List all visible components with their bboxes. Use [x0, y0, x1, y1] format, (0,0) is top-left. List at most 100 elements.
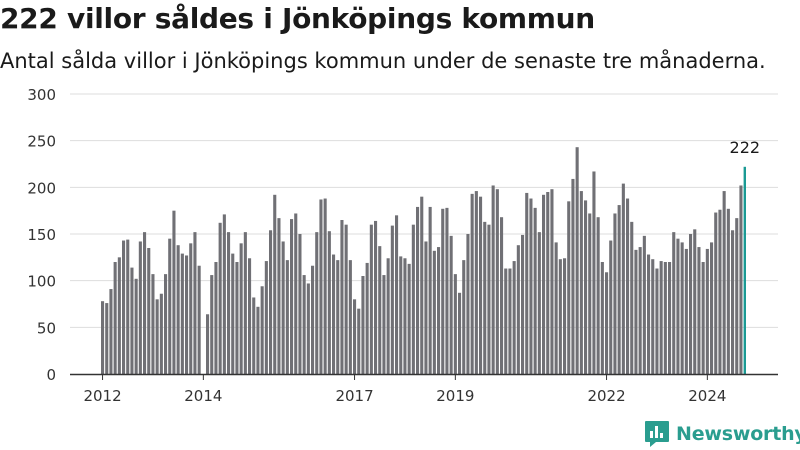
bar — [558, 259, 562, 374]
bar — [172, 210, 176, 374]
bar — [714, 212, 718, 374]
bar — [340, 220, 344, 374]
bar — [693, 229, 697, 374]
bar — [105, 303, 109, 374]
bar — [151, 274, 155, 374]
highlight-value-label: 222 — [730, 138, 761, 157]
bar — [159, 293, 163, 374]
bar — [516, 245, 520, 374]
bar — [542, 194, 546, 374]
x-tick-label: 2022 — [587, 387, 625, 405]
y-tick-label: 0 — [46, 366, 56, 384]
x-tick-label: 2019 — [436, 387, 474, 405]
bar — [621, 183, 625, 374]
bar — [411, 224, 415, 374]
bar — [428, 206, 432, 374]
bar — [739, 185, 743, 374]
bar — [731, 230, 735, 374]
bar — [374, 220, 378, 374]
bar — [432, 250, 436, 374]
bar — [126, 239, 130, 374]
bar — [197, 265, 201, 374]
bar — [264, 261, 268, 374]
annotations: 222 — [730, 138, 761, 157]
bar — [701, 262, 705, 374]
bar — [206, 314, 210, 374]
bar — [130, 267, 134, 374]
bar — [668, 262, 672, 374]
bar — [399, 256, 403, 374]
bar — [239, 243, 243, 374]
bar — [605, 272, 609, 374]
bar — [189, 243, 193, 374]
bar — [369, 224, 373, 374]
bar — [647, 254, 651, 374]
bar — [504, 268, 508, 374]
brand-name: Newsworthy — [676, 423, 800, 445]
x-tick-label: 2017 — [335, 387, 373, 405]
bar — [537, 232, 541, 374]
bar — [508, 268, 512, 374]
x-axis-tick-labels: 2012 2014 2017 2019 2022 2024 — [83, 374, 726, 405]
bar — [416, 206, 420, 374]
bar — [718, 209, 722, 374]
bar — [176, 245, 180, 374]
bar — [395, 215, 399, 374]
bar — [424, 241, 428, 374]
bar — [306, 283, 310, 374]
bar — [491, 185, 495, 374]
bar — [462, 260, 466, 374]
bar — [180, 253, 184, 374]
bar — [218, 222, 222, 374]
bar — [655, 268, 659, 374]
bar — [260, 286, 264, 374]
bar — [705, 248, 709, 374]
bar — [235, 262, 239, 374]
chart-title: 222 villor såldes i Jönköpings kommun — [0, 2, 595, 35]
bar — [470, 193, 474, 374]
bar — [122, 240, 126, 374]
y-tick-label: 100 — [27, 273, 56, 291]
bar — [479, 196, 483, 374]
bar — [348, 260, 352, 374]
bar — [155, 299, 159, 374]
bar — [634, 249, 638, 374]
bar — [101, 301, 105, 374]
bar — [390, 225, 394, 374]
bar — [449, 235, 453, 374]
bar — [617, 205, 621, 374]
bar — [697, 247, 701, 374]
bar — [689, 234, 693, 374]
newsworthy-logo-icon — [645, 421, 669, 447]
bar — [353, 299, 357, 374]
bar — [500, 217, 504, 374]
bar — [243, 232, 247, 374]
bar — [630, 221, 634, 374]
bar — [382, 275, 386, 374]
bar — [143, 232, 147, 374]
bar — [571, 178, 575, 374]
bar — [680, 242, 684, 374]
y-tick-label: 150 — [27, 226, 56, 244]
bar — [726, 208, 730, 374]
bar — [386, 258, 390, 374]
chart-subtitle: Antal sålda villor i Jönköpings kommun u… — [0, 49, 766, 73]
bar — [277, 218, 281, 374]
bar — [474, 191, 478, 374]
bar — [311, 265, 315, 374]
bar — [210, 275, 214, 374]
bar — [117, 257, 121, 374]
bar — [269, 230, 273, 374]
bar — [466, 234, 470, 374]
bar — [453, 274, 457, 374]
bar — [327, 231, 331, 374]
bar — [378, 246, 382, 374]
bar — [546, 192, 550, 374]
y-tick-label: 200 — [27, 179, 56, 197]
bar — [109, 289, 113, 374]
bar — [336, 260, 340, 374]
bar — [302, 275, 306, 374]
bar — [147, 248, 151, 374]
bar — [575, 147, 579, 374]
